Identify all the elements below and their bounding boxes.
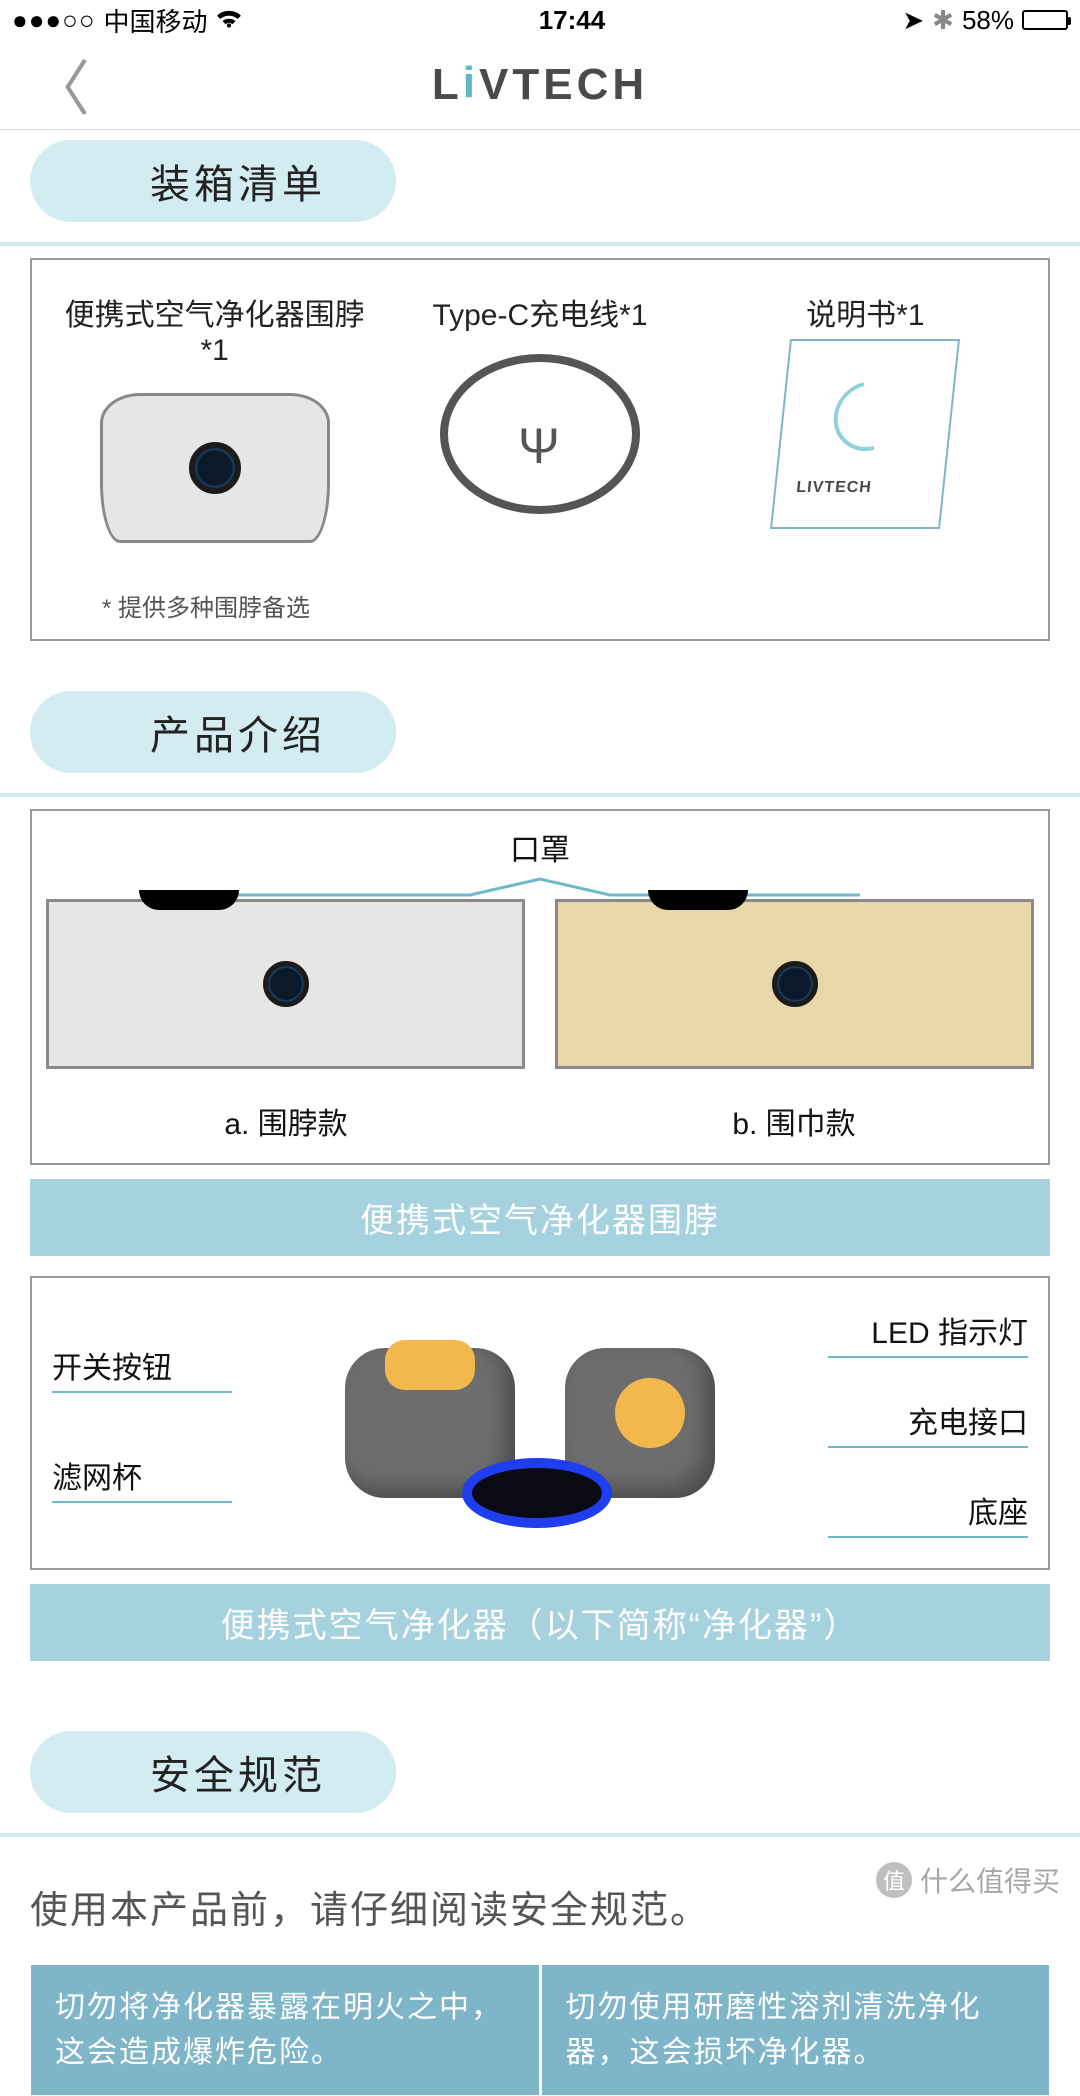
packing-row: 便携式空气净化器围脖*1 Type-C充电线*1 Ψ 说明书*1 LIVTECH xyxy=(32,260,1048,588)
status-bar: ●●●○○ 中国移动 17:44 ➤ ✱ 58% xyxy=(0,0,1080,40)
battery-icon xyxy=(1022,10,1068,30)
intro-header-wrap: 产品介绍 xyxy=(0,681,1080,797)
hub-icon xyxy=(772,961,818,1007)
safety-grid: 切勿将净化器暴露在明火之中，这会造成爆炸危险。 切勿使用研磨性溶剂清洗净化器，这… xyxy=(30,1964,1050,2096)
brand-dot-icon: i xyxy=(463,58,479,108)
packing-header: 装箱清单 xyxy=(30,140,396,222)
legend-row: a. 围脖款 b. 围巾款 xyxy=(32,1083,1048,1163)
towel-variant-b xyxy=(555,899,1034,1069)
status-left: ●●●○○ 中国移动 xyxy=(12,2,242,39)
device-button-icon xyxy=(385,1340,475,1390)
back-button[interactable]: 〈 xyxy=(30,41,90,128)
bluetooth-icon: ✱ xyxy=(932,5,954,36)
variant-a-label: a. 围脖款 xyxy=(224,1099,347,1143)
device-led-icon xyxy=(615,1378,685,1448)
brand-rest: VTECH xyxy=(479,60,648,110)
watermark: 值 什么值得买 xyxy=(876,1860,1060,1900)
manual-brand: LIVTECH xyxy=(796,479,873,497)
device-labels-left: 开关按钮 滤网杯 xyxy=(52,1343,232,1503)
cable-illustration: Ψ xyxy=(377,334,702,534)
manual-logo-icon xyxy=(820,368,918,464)
battery-pct: 58% xyxy=(962,5,1014,36)
device-labels-right: LED 指示灯 充电接口 底座 xyxy=(828,1308,1028,1538)
packing-item-1: 便携式空气净化器围脖*1 xyxy=(52,290,377,568)
hub-icon xyxy=(189,442,241,494)
mask-label: 口罩 xyxy=(32,811,1048,875)
manual-illustration: LIVTECH xyxy=(703,334,1028,534)
signal-dots-icon: ●●●○○ xyxy=(12,5,96,36)
device-panel: 开关按钮 滤网杯 LED 指示灯 充电接口 底座 xyxy=(30,1276,1050,1570)
packing-item-2: Type-C充电线*1 Ψ xyxy=(377,290,702,568)
towel-variant-a xyxy=(46,899,525,1069)
packing-header-wrap: 装箱清单 xyxy=(0,130,1080,246)
intro-bar-1: 便携式空气净化器围脖 xyxy=(30,1179,1050,1256)
towel-row xyxy=(32,889,1048,1083)
safety-cell-1: 切勿将净化器暴露在明火之中，这会造成爆炸危险。 xyxy=(31,1965,542,2095)
packing-item-3: 说明书*1 LIVTECH xyxy=(703,290,1028,568)
page-content[interactable]: 装箱清单 便携式空气净化器围脖*1 Type-C充电线*1 Ψ 说明书*1 xyxy=(0,130,1080,2096)
location-icon: ➤ xyxy=(902,5,924,36)
device-illustration xyxy=(262,1348,798,1498)
mask-mark-icon xyxy=(139,890,239,910)
packing-box: 便携式空气净化器围脖*1 Type-C充电线*1 Ψ 说明书*1 LIVTECH xyxy=(30,258,1050,641)
safety-cell-2: 切勿使用研磨性溶剂清洗净化器，这会损坏净化器。 xyxy=(542,1965,1050,2095)
clock: 17:44 xyxy=(539,5,606,36)
label-switch: 开关按钮 xyxy=(52,1343,232,1393)
brand-logo: LiVTECH xyxy=(432,60,648,110)
variant-b-label: b. 围巾款 xyxy=(732,1099,855,1143)
usb-icon: Ψ xyxy=(518,417,560,475)
intro-bar-2: 便携式空气净化器（以下简称“净化器”） xyxy=(30,1584,1050,1661)
nav-bar: 〈 LiVTECH xyxy=(0,40,1080,130)
safety-header: 安全规范 xyxy=(30,1731,396,1813)
watermark-icon: 值 xyxy=(876,1862,912,1898)
mask-mark-icon xyxy=(648,890,748,910)
status-right: ➤ ✱ 58% xyxy=(902,5,1068,36)
hub-icon xyxy=(263,961,309,1007)
safety-header-wrap: 安全规范 xyxy=(0,1721,1080,1837)
intro-header: 产品介绍 xyxy=(30,691,396,773)
wifi-icon xyxy=(216,5,242,36)
mask-connector xyxy=(32,875,1048,889)
packing-label-2: Type-C充电线*1 xyxy=(377,290,702,334)
towel-illustration xyxy=(52,368,377,568)
label-led: LED 指示灯 xyxy=(828,1308,1028,1358)
filter-cup-icon xyxy=(462,1458,612,1528)
packing-footnote: * 提供多种围脖备选 xyxy=(32,588,1048,639)
carrier-label: 中国移动 xyxy=(104,2,208,39)
watermark-text: 什么值得买 xyxy=(920,1860,1060,1900)
packing-label-1: 便携式空气净化器围脖*1 xyxy=(52,290,377,368)
label-port: 充电接口 xyxy=(828,1398,1028,1448)
label-base: 底座 xyxy=(828,1488,1028,1538)
brand-prefix: L xyxy=(432,60,463,110)
intro-panel-1: 口罩 a. 围脖款 b. 围巾款 xyxy=(30,809,1050,1165)
packing-label-3: 说明书*1 xyxy=(703,290,1028,334)
label-filter: 滤网杯 xyxy=(52,1453,232,1503)
